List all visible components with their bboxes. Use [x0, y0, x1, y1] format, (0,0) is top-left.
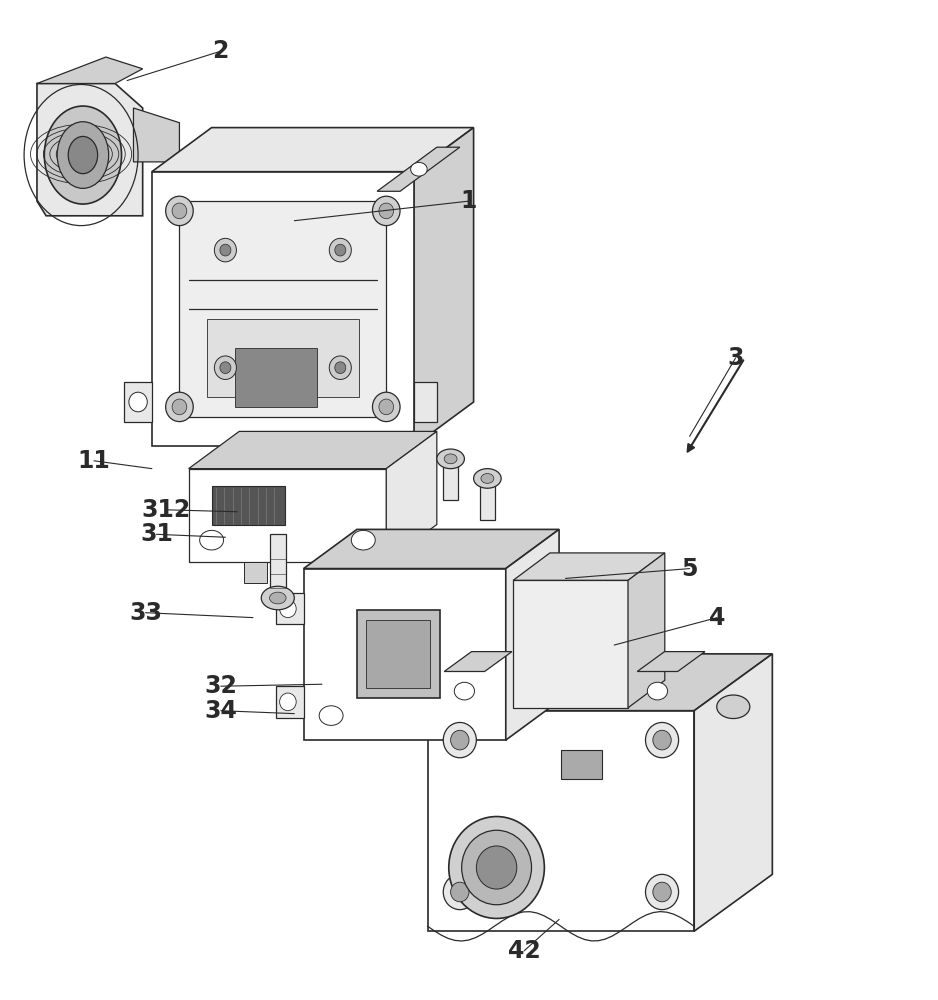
Ellipse shape — [477, 846, 517, 889]
Polygon shape — [212, 486, 285, 525]
Ellipse shape — [474, 469, 501, 488]
Ellipse shape — [172, 203, 187, 219]
Ellipse shape — [372, 196, 400, 226]
Ellipse shape — [219, 244, 231, 256]
Polygon shape — [414, 128, 474, 446]
Polygon shape — [37, 84, 143, 216]
Polygon shape — [207, 319, 358, 397]
Ellipse shape — [653, 730, 672, 750]
Ellipse shape — [454, 682, 475, 700]
Ellipse shape — [335, 362, 346, 374]
Ellipse shape — [437, 449, 464, 469]
Polygon shape — [513, 580, 628, 708]
Polygon shape — [428, 711, 694, 931]
Ellipse shape — [411, 162, 427, 176]
Polygon shape — [561, 750, 602, 779]
Ellipse shape — [262, 586, 295, 610]
Ellipse shape — [329, 238, 352, 262]
Polygon shape — [506, 529, 559, 740]
Ellipse shape — [445, 454, 457, 464]
Polygon shape — [356, 610, 440, 698]
Polygon shape — [444, 459, 458, 500]
Polygon shape — [377, 147, 460, 191]
Polygon shape — [366, 620, 431, 688]
Polygon shape — [637, 652, 705, 671]
Polygon shape — [628, 553, 665, 708]
Ellipse shape — [219, 362, 231, 374]
Polygon shape — [234, 348, 317, 407]
Ellipse shape — [448, 817, 544, 918]
Polygon shape — [304, 569, 506, 740]
Text: 4: 4 — [709, 606, 725, 630]
Ellipse shape — [44, 106, 122, 204]
Text: 1: 1 — [461, 189, 477, 213]
Polygon shape — [276, 593, 304, 624]
Polygon shape — [445, 652, 512, 671]
Ellipse shape — [329, 356, 352, 379]
Ellipse shape — [280, 693, 296, 711]
Ellipse shape — [335, 244, 346, 256]
Polygon shape — [513, 553, 665, 580]
Ellipse shape — [172, 399, 187, 415]
Ellipse shape — [450, 730, 469, 750]
Ellipse shape — [352, 530, 375, 550]
Ellipse shape — [645, 874, 678, 910]
Ellipse shape — [717, 695, 749, 719]
Ellipse shape — [319, 706, 343, 725]
Text: 34: 34 — [204, 699, 237, 723]
Ellipse shape — [57, 122, 109, 188]
Text: 32: 32 — [204, 674, 237, 698]
Text: 33: 33 — [129, 601, 162, 625]
Polygon shape — [133, 108, 179, 162]
Ellipse shape — [129, 392, 147, 412]
Polygon shape — [276, 686, 304, 718]
Ellipse shape — [444, 874, 477, 910]
Text: 11: 11 — [78, 449, 111, 473]
Text: 312: 312 — [141, 498, 190, 522]
Ellipse shape — [200, 530, 223, 550]
Ellipse shape — [280, 600, 296, 618]
Ellipse shape — [379, 399, 394, 415]
Ellipse shape — [215, 238, 236, 262]
Polygon shape — [428, 654, 772, 711]
Polygon shape — [124, 382, 152, 422]
Polygon shape — [189, 431, 437, 469]
Text: 42: 42 — [507, 939, 540, 963]
Ellipse shape — [215, 356, 236, 379]
Text: 31: 31 — [140, 522, 173, 546]
Ellipse shape — [461, 830, 532, 905]
Polygon shape — [152, 128, 474, 172]
Ellipse shape — [166, 392, 193, 422]
Polygon shape — [269, 534, 286, 598]
Ellipse shape — [269, 592, 286, 604]
Polygon shape — [414, 382, 437, 422]
Ellipse shape — [645, 722, 678, 758]
Polygon shape — [152, 172, 414, 446]
Text: 5: 5 — [681, 557, 698, 581]
Ellipse shape — [481, 474, 493, 483]
Ellipse shape — [653, 882, 672, 902]
Ellipse shape — [372, 392, 400, 422]
Ellipse shape — [450, 882, 469, 902]
Polygon shape — [694, 654, 772, 931]
Ellipse shape — [166, 196, 193, 226]
Ellipse shape — [379, 203, 394, 219]
Polygon shape — [37, 57, 143, 84]
Polygon shape — [304, 529, 559, 569]
Polygon shape — [189, 469, 386, 562]
Text: 3: 3 — [727, 346, 744, 370]
Polygon shape — [244, 562, 266, 583]
Ellipse shape — [647, 682, 668, 700]
Ellipse shape — [68, 136, 98, 174]
Polygon shape — [386, 431, 437, 562]
Ellipse shape — [444, 722, 477, 758]
Text: 2: 2 — [213, 39, 229, 63]
Polygon shape — [179, 201, 386, 417]
Polygon shape — [480, 478, 494, 520]
